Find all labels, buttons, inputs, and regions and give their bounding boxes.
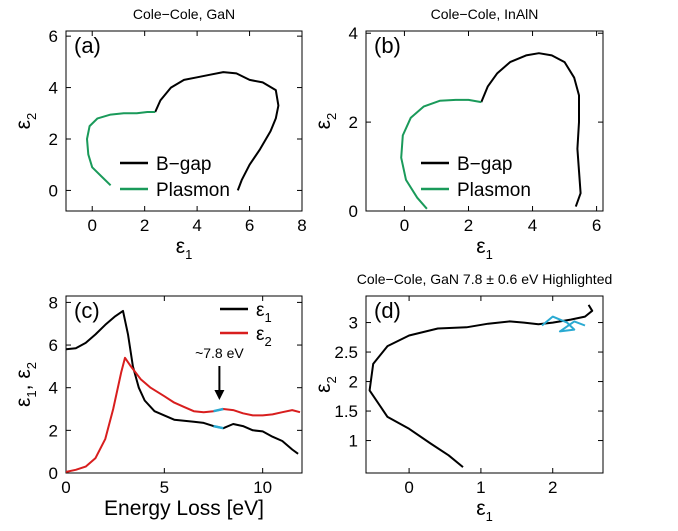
- x-tick-label: 1: [476, 478, 485, 497]
- series-line-2: [86, 111, 156, 187]
- y-tick-label: 6: [49, 27, 58, 46]
- x-tick-label: 4: [192, 216, 201, 235]
- panel-label: (c): [74, 298, 100, 323]
- x-tick-label: 6: [592, 216, 601, 235]
- series-line-1: [480, 52, 582, 207]
- annotation-label: ~7.8 eV: [195, 345, 244, 361]
- legend-label-1: B−gap: [156, 154, 211, 175]
- x-axis-label: ε1: [476, 235, 493, 262]
- panel-a: 0 2 4 6 8 0 2 4 6 Cole−Cole, GaN (a) ε1 ε2 B−gap Plasm…: [12, 6, 307, 262]
- axes-box: [65, 30, 303, 212]
- panel-label: (d): [374, 298, 401, 323]
- x-tick-label: 2: [464, 216, 473, 235]
- y-axis-label: ε2: [312, 376, 339, 393]
- y-tick-label: 3: [349, 314, 358, 333]
- y-tick-label: 2: [349, 373, 358, 392]
- legend-label-2: Plasmon: [156, 180, 230, 201]
- y-tick-label: 4: [49, 379, 58, 398]
- y-tick-label: 4: [349, 24, 358, 43]
- y-tick-label: 0: [49, 181, 58, 200]
- y-tick-label: 8: [49, 293, 58, 312]
- y-tick-label: 0: [49, 464, 58, 483]
- series-line-1: [66, 309, 299, 455]
- series-line-1: [368, 304, 594, 468]
- x-tick-label: 8: [297, 216, 306, 235]
- x-tick-label: 10: [253, 478, 272, 497]
- y-axis-label: ε1, ε2: [12, 362, 39, 407]
- x-tick-label: 2: [548, 478, 557, 497]
- x-tick-label: 4: [528, 216, 537, 235]
- x-tick-label: 0: [404, 478, 413, 497]
- annotation-arrow-head: [214, 390, 225, 400]
- y-tick-label: 2: [49, 421, 58, 440]
- x-axis-label: Energy Loss [eV]: [104, 497, 264, 520]
- legend-label-2: ε2: [256, 324, 272, 349]
- x-tick-label: 2: [140, 216, 149, 235]
- legend-label-2: Plasmon: [457, 180, 531, 201]
- highlight-segment-1: [213, 424, 224, 430]
- axes-box: [365, 30, 604, 212]
- y-tick-label: 0: [349, 202, 358, 221]
- legend-label-1: ε1: [256, 300, 272, 325]
- axes-box: [65, 295, 303, 474]
- legend-label-1: B−gap: [457, 154, 512, 175]
- x-axis-label: ε1: [176, 235, 193, 262]
- y-axis-label: ε2: [312, 113, 339, 130]
- panel-b: 0 2 4 6 0 2 4 Cole−Cole, InAlN (b) ε1 ε2 B−gap Plasm…: [312, 6, 604, 262]
- panel-label: (a): [74, 33, 101, 58]
- panel-c: 0 5 10 0 2 4 6 8 (c) Energy Loss [eV] ε1, ε2 ~7.8 e…: [12, 293, 303, 520]
- x-tick-label: 0: [400, 216, 409, 235]
- highlight-segment-2: [213, 407, 224, 413]
- y-tick-label: 1: [349, 432, 358, 451]
- panel-d: 0 1 2 1 1.5 2 2.5 3 Cole−Cole, GaN 7.8 ± 0.6 eV …: [312, 271, 612, 524]
- y-tick-label: 2: [349, 113, 358, 132]
- x-tick-label: 0: [87, 216, 96, 235]
- y-tick-label: 1.5: [334, 402, 358, 421]
- series-line-2: [400, 98, 482, 210]
- y-tick-label: 4: [49, 79, 58, 98]
- y-tick-label: 6: [49, 336, 58, 355]
- x-tick-label: 5: [160, 478, 169, 497]
- axes-box: [365, 295, 604, 474]
- x-axis-label: ε1: [476, 497, 493, 524]
- series-line-2: [541, 315, 586, 333]
- y-tick-label: 2.5: [334, 343, 358, 362]
- chart-title: Cole−Cole, GaN: [133, 6, 235, 22]
- x-tick-label: 6: [245, 216, 254, 235]
- panel-label: (b): [374, 33, 401, 58]
- chart-title: Cole−Cole, InAlN: [431, 6, 539, 22]
- x-tick-label: 0: [61, 478, 70, 497]
- series-line-2: [66, 356, 301, 473]
- y-tick-label: 2: [49, 130, 58, 149]
- y-axis-label: ε2: [12, 113, 39, 130]
- series-line-1: [154, 71, 280, 191]
- chart-title: Cole−Cole, GaN 7.8 ± 0.6 eV Highlighted: [357, 271, 613, 287]
